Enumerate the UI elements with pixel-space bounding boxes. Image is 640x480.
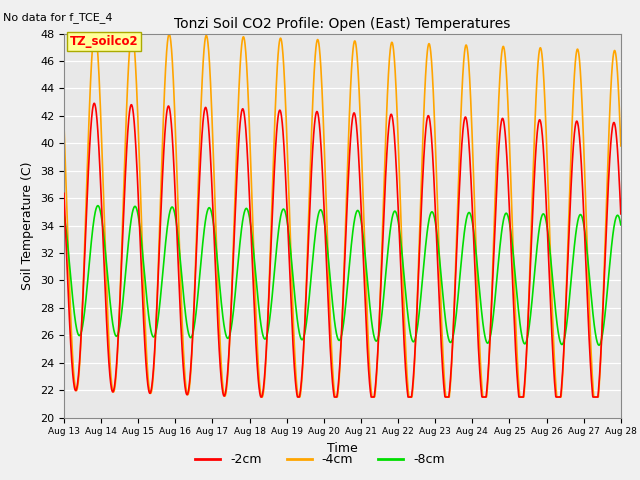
X-axis label: Time: Time [327, 442, 358, 455]
Y-axis label: Soil Temperature (C): Soil Temperature (C) [22, 161, 35, 290]
Legend: -2cm, -4cm, -8cm: -2cm, -4cm, -8cm [190, 448, 450, 471]
Text: No data for f_TCE_4: No data for f_TCE_4 [3, 12, 113, 23]
Title: Tonzi Soil CO2 Profile: Open (East) Temperatures: Tonzi Soil CO2 Profile: Open (East) Temp… [174, 17, 511, 31]
Text: TZ_soilco2: TZ_soilco2 [70, 35, 138, 48]
